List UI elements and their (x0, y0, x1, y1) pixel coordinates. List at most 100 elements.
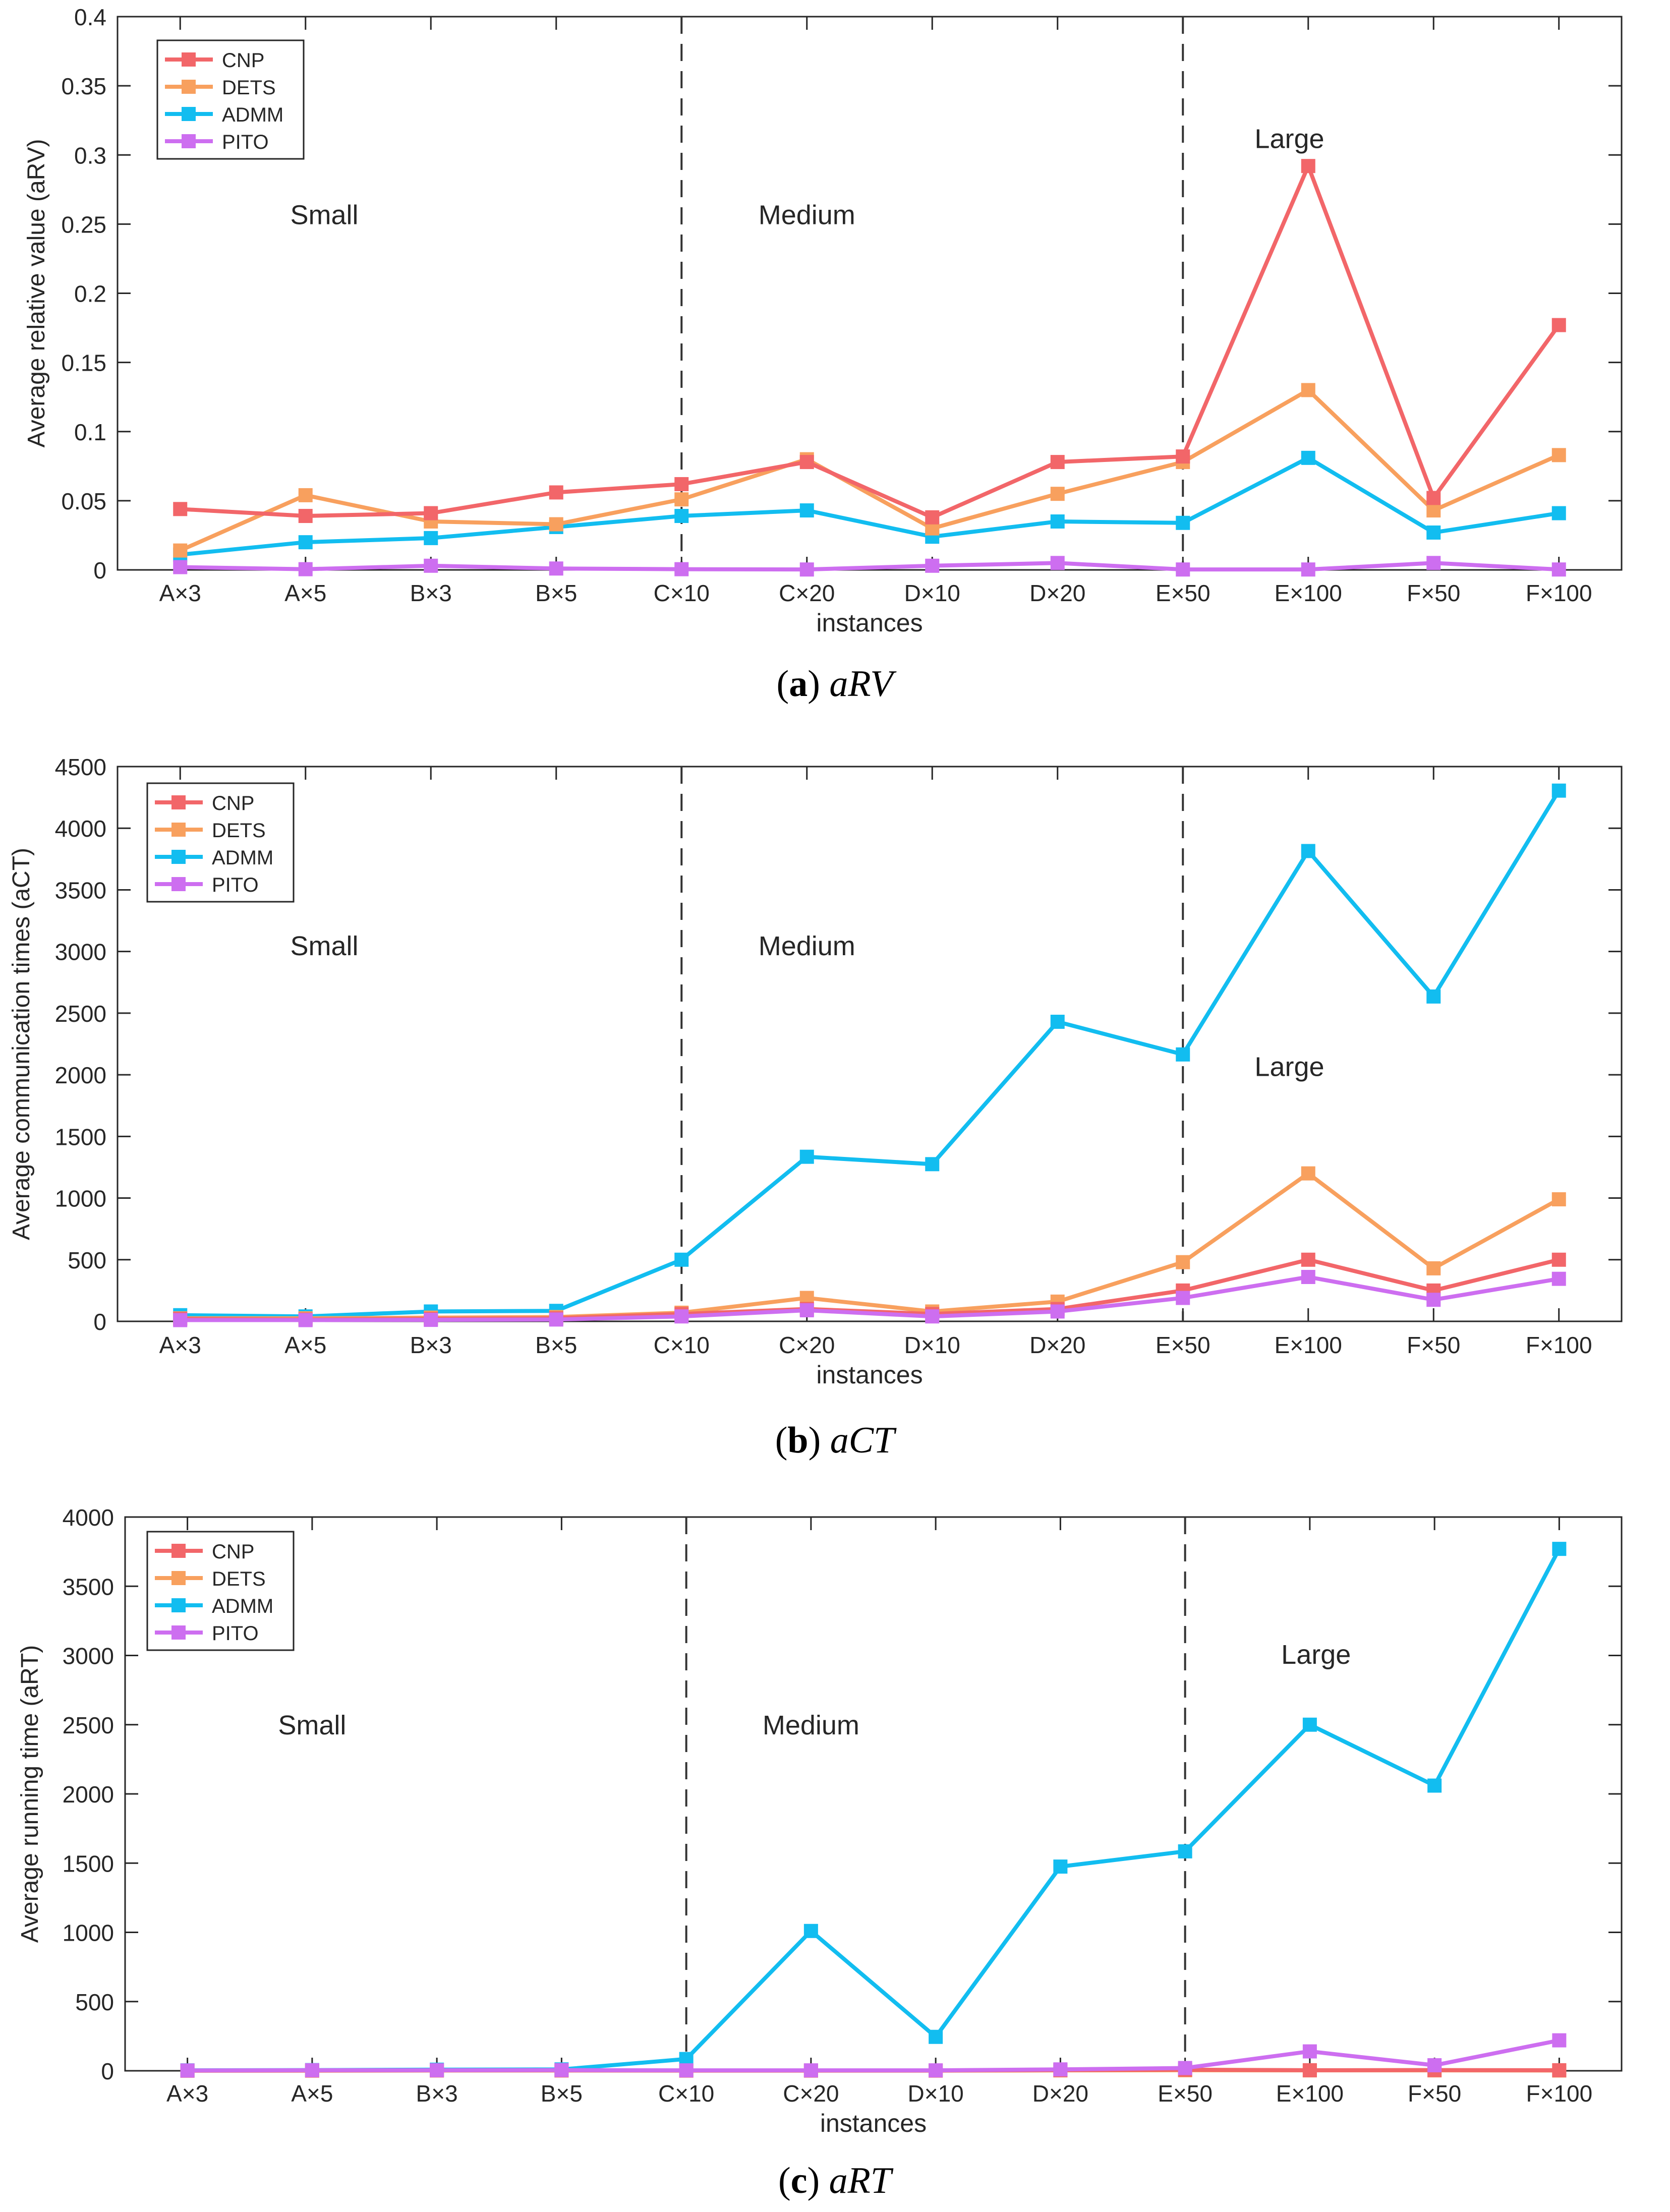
data-point-cnp (1050, 455, 1065, 470)
y-tick-label: 3000 (55, 939, 106, 965)
data-point-pito (298, 562, 313, 576)
legend-label-pito: PITO (212, 874, 259, 896)
legend-marker-pito (171, 877, 186, 891)
region-label-large: Large (1281, 1640, 1351, 1670)
data-point-cnp (1302, 2063, 1317, 2077)
data-point-pito (430, 2063, 444, 2077)
data-point-dets (1301, 1166, 1315, 1181)
data-point-admm (1302, 1717, 1317, 1732)
data-point-admm (1426, 989, 1441, 1004)
data-point-admm (799, 1149, 814, 1164)
series-line-pito (180, 561, 1559, 572)
legend-label-dets: DETS (212, 820, 266, 842)
y-tick-label: 4500 (55, 754, 106, 780)
data-point-pito (674, 1309, 689, 1324)
data-point-cnp (1301, 159, 1315, 173)
panel-b-caption: (b) aCT (775, 1420, 897, 1461)
x-tick-label: A×5 (284, 580, 326, 606)
data-point-pito (173, 560, 188, 574)
y-tick-label: 1000 (55, 1186, 106, 1212)
x-tick-label: B×5 (535, 580, 577, 606)
data-point-pito (1426, 556, 1441, 570)
panel-a-plot: 0 0.05 0.1 0.15 0.2 0.25 0.3 0.35 0.4 A×3 A×5 B×3 B×… (23, 4, 1623, 637)
data-point-pito (799, 1303, 814, 1317)
data-point-admm (799, 503, 814, 518)
data-point-pito (180, 2063, 195, 2078)
legend-marker-cnp (171, 1544, 186, 1558)
data-point-dets (1301, 383, 1315, 397)
y-tick-label: 500 (68, 1247, 106, 1273)
y-tick-label: 1500 (55, 1124, 106, 1150)
legend-marker-cnp (171, 795, 186, 809)
data-point-cnp (1301, 1252, 1315, 1267)
panel-b-plot: 0 500 1000 1500 2000 2500 3000 3500 4000 4500 A×3 A… (8, 754, 1623, 1389)
data-point-cnp (1551, 318, 1566, 332)
legend-marker-admm (171, 850, 186, 864)
y-tick-label: 1500 (63, 1850, 114, 1877)
data-point-admm (925, 1157, 940, 1172)
data-point-cnp (1551, 1252, 1566, 1267)
y-tick-label: 0 (101, 2058, 114, 2084)
region-label-large: Large (1254, 1052, 1324, 1082)
data-point-pito (929, 2063, 943, 2078)
y-axis-label: Average communication times (aCT) (8, 848, 35, 1240)
data-point-admm (1301, 844, 1315, 858)
data-point-admm (1050, 514, 1065, 529)
data-point-cnp (674, 477, 689, 491)
x-tick-label: D×20 (1032, 2080, 1088, 2107)
y-tick-label: 3500 (55, 877, 106, 903)
region-label-medium: Medium (759, 931, 855, 961)
data-point-pito (1552, 2033, 1567, 2048)
data-point-pito (1426, 1293, 1441, 1307)
x-tick-label: F×100 (1526, 2080, 1593, 2107)
data-point-admm (298, 535, 313, 550)
chart-panel-b: 0 500 1000 1500 2000 2500 3000 3500 4000 4500 A×3 A… (8, 754, 1623, 1461)
data-point-dets (1551, 1192, 1566, 1206)
region-label-medium: Medium (763, 1710, 859, 1740)
region-label-medium: Medium (759, 200, 855, 230)
x-tick-label: F×50 (1407, 1332, 1460, 1358)
panel-a-caption: (a) aRV (777, 663, 897, 705)
y-tick-label: 0.25 (61, 211, 106, 238)
series-line-pito (180, 1275, 1560, 1322)
x-tick-label: B×5 (535, 1332, 577, 1358)
data-point-pito (1427, 2058, 1442, 2073)
data-point-dets (298, 488, 313, 502)
panel-c-plot: 0 500 1000 1500 2000 2500 3000 3500 4000 A×3 A×5 B×… (17, 1504, 1623, 2137)
y-tick-label: 1000 (63, 1920, 114, 1946)
x-tick-label: A×3 (159, 1332, 201, 1358)
legend-marker-pito (182, 134, 196, 148)
y-tick-label: 2000 (63, 1781, 114, 1808)
data-point-cnp (549, 485, 563, 500)
data-point-pito (674, 562, 689, 576)
y-tick-label: 2000 (55, 1062, 106, 1088)
x-tick-label: E×50 (1156, 1332, 1211, 1358)
data-point-admm (1551, 506, 1566, 520)
data-point-dets (173, 543, 188, 558)
x-tick-label: B×3 (410, 580, 452, 606)
data-point-dets (549, 517, 563, 532)
legend-label-admm: ADMM (212, 847, 273, 869)
y-tick-label: 0.1 (74, 419, 106, 445)
y-tick-label: 0.4 (74, 4, 106, 30)
series-line-admm (180, 455, 1560, 557)
legend-marker-cnp (182, 52, 196, 67)
y-tick-label: 500 (75, 1989, 114, 2015)
data-point-pito (679, 2063, 694, 2078)
x-tick-label: E×50 (1156, 580, 1211, 606)
x-tick-label: C×20 (779, 1332, 835, 1358)
region-label-small: Small (291, 931, 359, 961)
x-tick-label: E×100 (1275, 580, 1342, 606)
legend-marker-dets (171, 823, 186, 837)
x-axis-label: instances (816, 609, 923, 637)
y-tick-label: 4000 (55, 816, 106, 842)
data-point-dets (674, 492, 689, 507)
region-label-large: Large (1254, 124, 1324, 154)
y-tick-label: 3500 (63, 1574, 114, 1600)
legend-label-cnp: CNP (222, 49, 264, 72)
y-tick-label: 0.15 (61, 350, 106, 376)
x-tick-label: F×100 (1526, 580, 1592, 606)
x-tick-label: D×20 (1029, 1332, 1085, 1358)
data-point-cnp (799, 455, 814, 470)
series-line-cnp (180, 164, 1561, 519)
